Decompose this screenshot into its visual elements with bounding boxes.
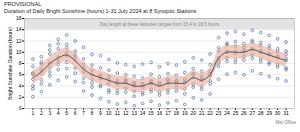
- svg-text:2: 2: [40, 110, 43, 116]
- html-text:Duration of Daily Bright Sunsh: Duration of Daily Bright Sunshine (hours…: [4, 7, 197, 14]
- svg-text:29: 29: [266, 110, 272, 116]
- svg-text:20: 20: [190, 110, 196, 116]
- svg-text:8: 8: [91, 110, 94, 116]
- svg-text:12: 12: [16, 38, 22, 44]
- svg-text:6: 6: [19, 71, 22, 77]
- svg-text:19: 19: [182, 110, 188, 116]
- svg-text:30: 30: [275, 110, 281, 116]
- svg-text:22: 22: [207, 110, 213, 116]
- svg-text:9: 9: [99, 110, 102, 116]
- svg-text:10: 10: [106, 110, 112, 116]
- svg-text:0: 0: [19, 105, 22, 111]
- html-text:PROVISIONAL: PROVISIONAL: [4, 1, 42, 7]
- svg-text:15: 15: [148, 110, 154, 116]
- svg-text:25: 25: [233, 110, 239, 116]
- svg-text:5: 5: [65, 110, 68, 116]
- svg-text:13: 13: [131, 110, 137, 116]
- svg-text:31: 31: [283, 110, 289, 116]
- svg-text:12: 12: [123, 110, 129, 116]
- svg-text:Day length at these latitudes: Day length at these latitudes ranges fro…: [100, 22, 220, 27]
- svg-text:21: 21: [199, 110, 205, 116]
- svg-text:14: 14: [16, 26, 22, 32]
- svg-text:16: 16: [16, 15, 22, 21]
- svg-text:24: 24: [224, 110, 230, 116]
- svg-text:Bright Sunshine Duration (hour: Bright Sunshine Duration (hours): [7, 27, 13, 100]
- html-text:Met Office: Met Office: [275, 120, 296, 125]
- svg-text:18: 18: [174, 110, 180, 116]
- svg-text:4: 4: [57, 110, 60, 116]
- svg-text:1: 1: [32, 110, 35, 116]
- svg-text:11: 11: [115, 110, 120, 116]
- svg-text:17: 17: [165, 110, 171, 116]
- svg-text:10: 10: [16, 49, 22, 55]
- svg-text:23: 23: [216, 110, 222, 116]
- svg-text:14: 14: [140, 110, 146, 116]
- svg-text:6: 6: [74, 110, 77, 116]
- svg-text:2: 2: [19, 94, 22, 100]
- svg-text:16: 16: [157, 110, 163, 116]
- svg-text:7: 7: [82, 110, 85, 116]
- svg-text:3: 3: [48, 110, 51, 116]
- svg-text:8: 8: [19, 60, 22, 66]
- svg-text:26: 26: [241, 110, 247, 116]
- svg-text:27: 27: [250, 110, 256, 116]
- svg-text:28: 28: [258, 110, 264, 116]
- svg-text:4: 4: [19, 83, 22, 89]
